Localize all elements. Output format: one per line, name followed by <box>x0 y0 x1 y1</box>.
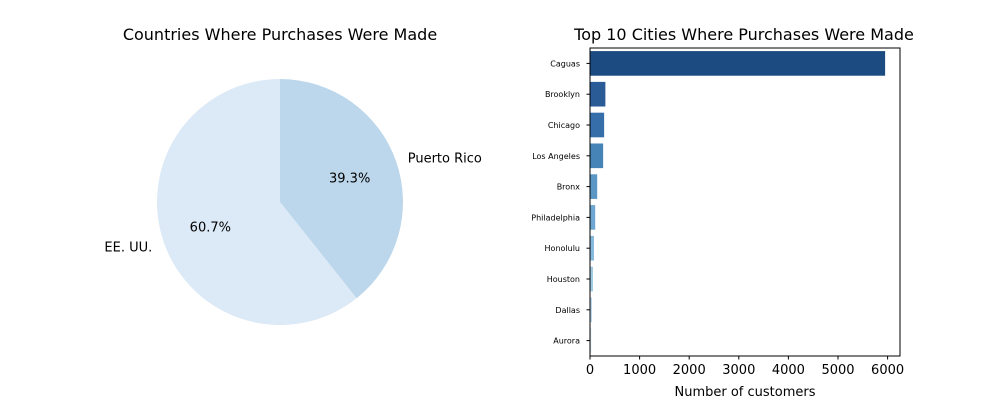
x-tick-label: 5000 <box>821 363 854 378</box>
pie-chart: Countries Where Purchases Were Made 39.3… <box>104 25 482 326</box>
y-tick-label: Philadelphia <box>531 213 580 222</box>
x-tick-label: 0 <box>586 363 594 378</box>
y-tick-label: Brooklyn <box>545 90 580 99</box>
bar-brooklyn <box>590 81 606 107</box>
y-tick-label: Dallas <box>555 306 580 315</box>
bar-bronx <box>590 174 598 199</box>
bar-los-angeles <box>590 143 604 169</box>
pie-labels: 39.3% Puerto Rico 60.7% EE. UU. <box>104 151 481 255</box>
bar-chart: Top 10 Cities Where Purchases Were Made … <box>531 25 914 400</box>
x-tick-label: 3000 <box>722 363 755 378</box>
pie-category-label: Puerto Rico <box>408 151 482 166</box>
y-tick-label: Honolulu <box>545 244 580 253</box>
x-axis-ticks: 0 1000 2000 3000 4000 5000 6000 <box>586 356 904 378</box>
pie-slice-puerto-rico <box>280 79 403 299</box>
y-tick-label: Aurora <box>553 337 580 346</box>
pie-category-label: EE. UU. <box>104 241 152 256</box>
pie-slice-ee-uu <box>156 79 357 326</box>
x-tick-label: 1000 <box>623 363 656 378</box>
y-tick-label: Bronx <box>557 183 581 192</box>
x-tick-label: 6000 <box>871 363 904 378</box>
bar-series <box>590 51 886 353</box>
bar-chart-title: Top 10 Cities Where Purchases Were Made <box>573 25 914 44</box>
bar-aurora <box>590 328 592 353</box>
pie-chart-title: Countries Where Purchases Were Made <box>123 25 437 44</box>
pie-percent-label: 39.3% <box>329 172 370 187</box>
x-tick-label: 2000 <box>673 363 706 378</box>
y-tick-label: Houston <box>547 275 580 284</box>
plot-area-frame <box>589 47 901 357</box>
y-tick-label: Caguas <box>550 59 580 68</box>
pie-slices <box>156 79 403 326</box>
y-axis-ticks: Caguas Brooklyn Chicago Los Angeles Bronx Phi… <box>531 59 590 346</box>
y-tick-label: Chicago <box>548 121 580 130</box>
x-tick-label: 4000 <box>772 363 805 378</box>
x-axis-label: Number of customers <box>674 385 815 400</box>
y-tick-label: Los Angeles <box>532 152 580 161</box>
pie-percent-label: 60.7% <box>190 220 231 235</box>
bar-chicago <box>590 112 605 138</box>
bar-philadelphia <box>590 205 596 230</box>
bar-dallas <box>590 297 592 323</box>
bar-honolulu <box>590 235 594 261</box>
bar-caguas <box>590 51 886 76</box>
bar-houston <box>590 266 593 292</box>
